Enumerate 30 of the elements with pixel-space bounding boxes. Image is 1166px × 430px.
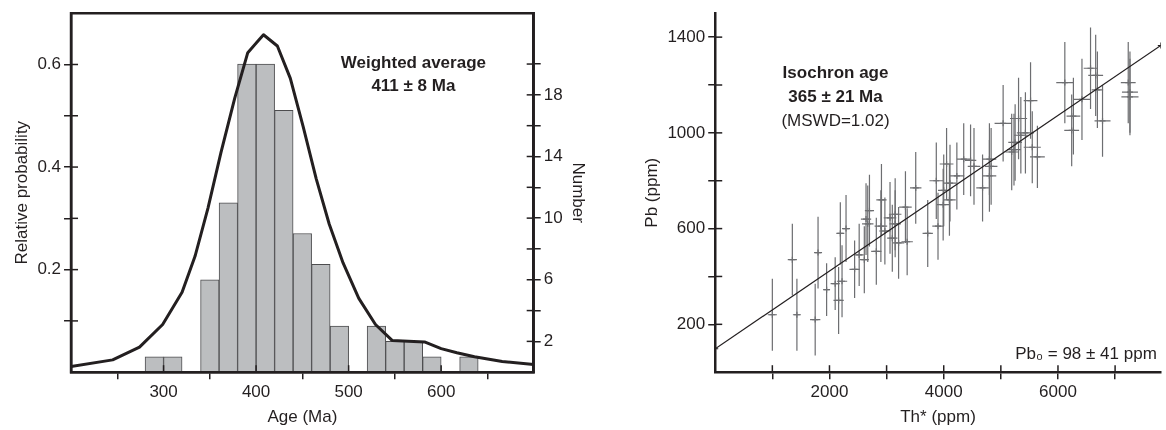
y2-tick-label: 18 (543, 84, 563, 104)
y2-axis-title: Number (569, 162, 589, 224)
y2-tick-label: 10 (543, 207, 563, 227)
y-tick-label: 600 (676, 218, 706, 238)
y-tick-label: 0.2 (37, 259, 62, 279)
annotation: (MSWD=1.02) (781, 110, 890, 130)
y-tick-label: 0.6 (37, 54, 62, 74)
annotation: Pb₀ = 98 ± 41 ppm (1015, 343, 1157, 363)
annotation: Weighted average (340, 52, 486, 72)
x-tick-label: 2000 (810, 382, 849, 402)
x-axis-title: Age (Ma) (267, 407, 338, 427)
y-axis-title: Pb (ppm) (641, 157, 661, 228)
x-tick-label: 400 (241, 382, 271, 402)
y-tick-label: 1400 (667, 26, 706, 46)
y2-tick-label: 14 (543, 146, 563, 166)
annotation: Isochron age (782, 62, 889, 82)
y2-tick-label: 2 (543, 331, 554, 351)
y-axis-title: Relative probability (11, 120, 31, 265)
x-tick-label: 600 (426, 382, 456, 402)
y-tick-label: 1000 (667, 122, 706, 142)
x-tick-label: 500 (334, 382, 363, 402)
x-axis-title: Th* (ppm) (900, 407, 976, 427)
annotation: 365 ± 21 Ma (788, 86, 884, 106)
x-tick-label: 300 (149, 382, 178, 402)
x-tick-label: 6000 (1039, 382, 1077, 402)
x-tick-label: 4000 (924, 382, 963, 402)
y2-tick-label: 6 (543, 269, 554, 289)
y-tick-label: 0.4 (37, 156, 62, 176)
annotation: 411 ± 8 Ma (371, 75, 456, 95)
y-tick-label: 200 (676, 314, 706, 334)
